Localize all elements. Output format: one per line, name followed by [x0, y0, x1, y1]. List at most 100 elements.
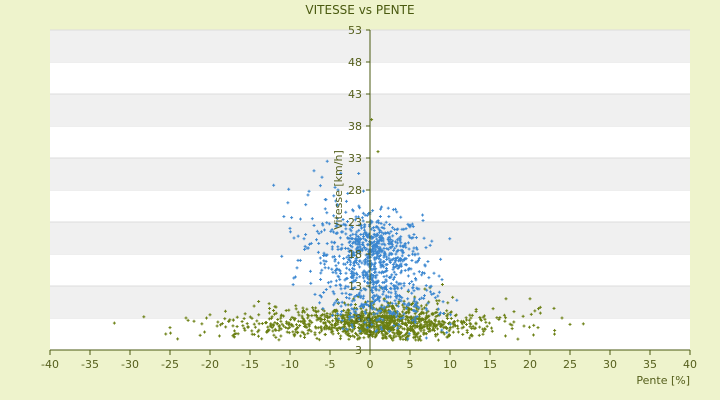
data-point — [371, 334, 375, 338]
data-point — [354, 332, 358, 336]
data-point — [351, 266, 355, 270]
data-point — [391, 338, 395, 342]
data-point — [382, 246, 386, 250]
data-point — [497, 317, 501, 321]
data-point — [478, 315, 482, 319]
data-point — [208, 313, 212, 317]
data-point — [482, 329, 486, 333]
data-point — [411, 225, 415, 229]
data-point — [320, 329, 324, 333]
data-point — [169, 331, 173, 335]
data-point — [391, 318, 395, 322]
data-point — [330, 325, 334, 329]
data-point — [360, 242, 364, 246]
data-point — [277, 328, 281, 332]
data-point — [401, 310, 405, 314]
data-point — [400, 286, 404, 290]
data-point — [479, 318, 483, 322]
data-point — [399, 271, 403, 275]
data-point — [385, 324, 389, 328]
data-point — [359, 323, 363, 327]
data-point — [471, 324, 475, 328]
data-point — [235, 315, 239, 319]
data-point — [512, 310, 516, 314]
data-point — [384, 320, 388, 324]
data-point — [383, 252, 387, 256]
data-point — [402, 334, 406, 338]
data-point — [419, 329, 423, 333]
data-point — [294, 304, 298, 308]
data-point — [391, 267, 395, 271]
data-point — [412, 332, 416, 336]
data-point — [375, 273, 379, 277]
data-point — [437, 299, 441, 303]
data-point — [305, 313, 309, 317]
data-point — [395, 264, 399, 268]
data-point — [329, 323, 333, 327]
data-point — [392, 257, 396, 261]
data-point — [284, 309, 288, 313]
data-point — [521, 314, 525, 318]
data-point — [395, 232, 399, 236]
data-point — [445, 314, 449, 318]
data-point — [446, 312, 450, 316]
data-point — [345, 255, 349, 259]
data-point — [289, 318, 293, 322]
data-point — [348, 258, 352, 262]
data-point — [382, 275, 386, 279]
data-point — [421, 317, 425, 321]
data-point — [503, 319, 507, 323]
data-point — [465, 318, 469, 322]
data-point — [424, 332, 428, 336]
data-point — [265, 330, 269, 334]
data-point — [270, 326, 274, 330]
data-point — [257, 328, 261, 332]
data-point — [338, 337, 342, 341]
data-point — [311, 306, 315, 310]
data-point — [436, 327, 440, 331]
data-point — [337, 326, 341, 330]
data-point — [422, 331, 426, 335]
data-point — [325, 313, 329, 317]
data-point — [355, 234, 359, 238]
data-point — [375, 237, 379, 241]
data-point — [468, 325, 472, 329]
data-point — [373, 261, 377, 265]
data-point — [377, 284, 381, 288]
data-point — [279, 334, 283, 338]
data-point — [439, 324, 443, 328]
data-point — [296, 331, 300, 335]
data-point — [266, 325, 270, 329]
data-point — [219, 323, 223, 327]
data-point — [364, 308, 368, 312]
data-point — [386, 247, 390, 251]
data-point — [502, 313, 506, 317]
data-point — [242, 317, 246, 321]
data-point — [510, 327, 514, 331]
data-point — [394, 273, 398, 277]
data-point — [252, 304, 256, 308]
data-point — [250, 316, 254, 320]
data-point — [403, 268, 407, 272]
data-point — [168, 326, 172, 330]
data-point — [407, 254, 411, 258]
data-point — [323, 325, 327, 329]
data-point — [380, 303, 384, 307]
data-point — [250, 332, 254, 336]
data-point — [256, 330, 260, 334]
data-point — [351, 328, 355, 332]
data-point — [345, 321, 349, 325]
data-point — [400, 254, 404, 258]
data-point — [350, 225, 354, 229]
data-point — [290, 322, 294, 326]
data-point — [470, 326, 474, 330]
data-point — [306, 331, 310, 335]
data-point — [351, 334, 355, 338]
data-point — [334, 264, 338, 268]
data-point — [409, 315, 413, 319]
data-point — [424, 303, 428, 307]
data-point — [516, 337, 520, 341]
data-point — [245, 322, 249, 326]
data-point — [383, 316, 387, 320]
